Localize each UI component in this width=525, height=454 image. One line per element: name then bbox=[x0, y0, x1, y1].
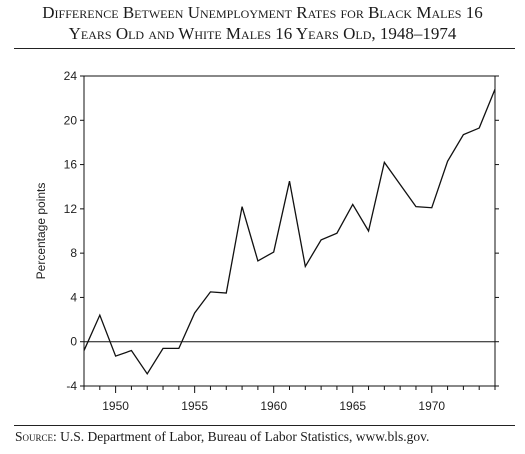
y-tick-label: 16 bbox=[64, 158, 78, 172]
x-tick-label: 1950 bbox=[102, 399, 129, 413]
y-tick-label: 4 bbox=[70, 290, 77, 304]
y-tick-label: 20 bbox=[64, 113, 78, 127]
chart-title: Difference Between Unemployment Rates fo… bbox=[0, 2, 525, 44]
y-tick-label: 8 bbox=[70, 246, 77, 260]
chart-title-line-2: Years Old and White Males 16 Years Old, … bbox=[68, 24, 457, 43]
x-tick-label: 1965 bbox=[339, 399, 366, 413]
y-tick-label: 12 bbox=[64, 202, 78, 216]
axis-ticks: -4 0 4 8 12 16 20 24 1950 1955 1960 1965 1970 bbox=[64, 69, 499, 413]
source-note: Source: U.S. Department of Labor, Bureau… bbox=[15, 429, 429, 445]
source-text: U.S. Department of Labor, Bureau of Labo… bbox=[60, 429, 430, 444]
series-line bbox=[83, 89, 496, 376]
source-rule bbox=[14, 425, 515, 426]
y-tick-label: 0 bbox=[70, 335, 77, 349]
title-rule bbox=[14, 48, 515, 49]
source-label: Source: bbox=[15, 429, 57, 444]
y-tick-label: 24 bbox=[64, 69, 78, 83]
x-tick-label: 1970 bbox=[418, 399, 445, 413]
y-tick-label: -4 bbox=[66, 379, 77, 393]
x-tick-label: 1960 bbox=[260, 399, 287, 413]
chart-title-line-1: Difference Between Unemployment Rates fo… bbox=[42, 3, 483, 22]
plot-frame bbox=[83, 75, 496, 387]
y-axis-label: Percentage points bbox=[34, 183, 48, 280]
x-tick-label: 1955 bbox=[181, 399, 208, 413]
